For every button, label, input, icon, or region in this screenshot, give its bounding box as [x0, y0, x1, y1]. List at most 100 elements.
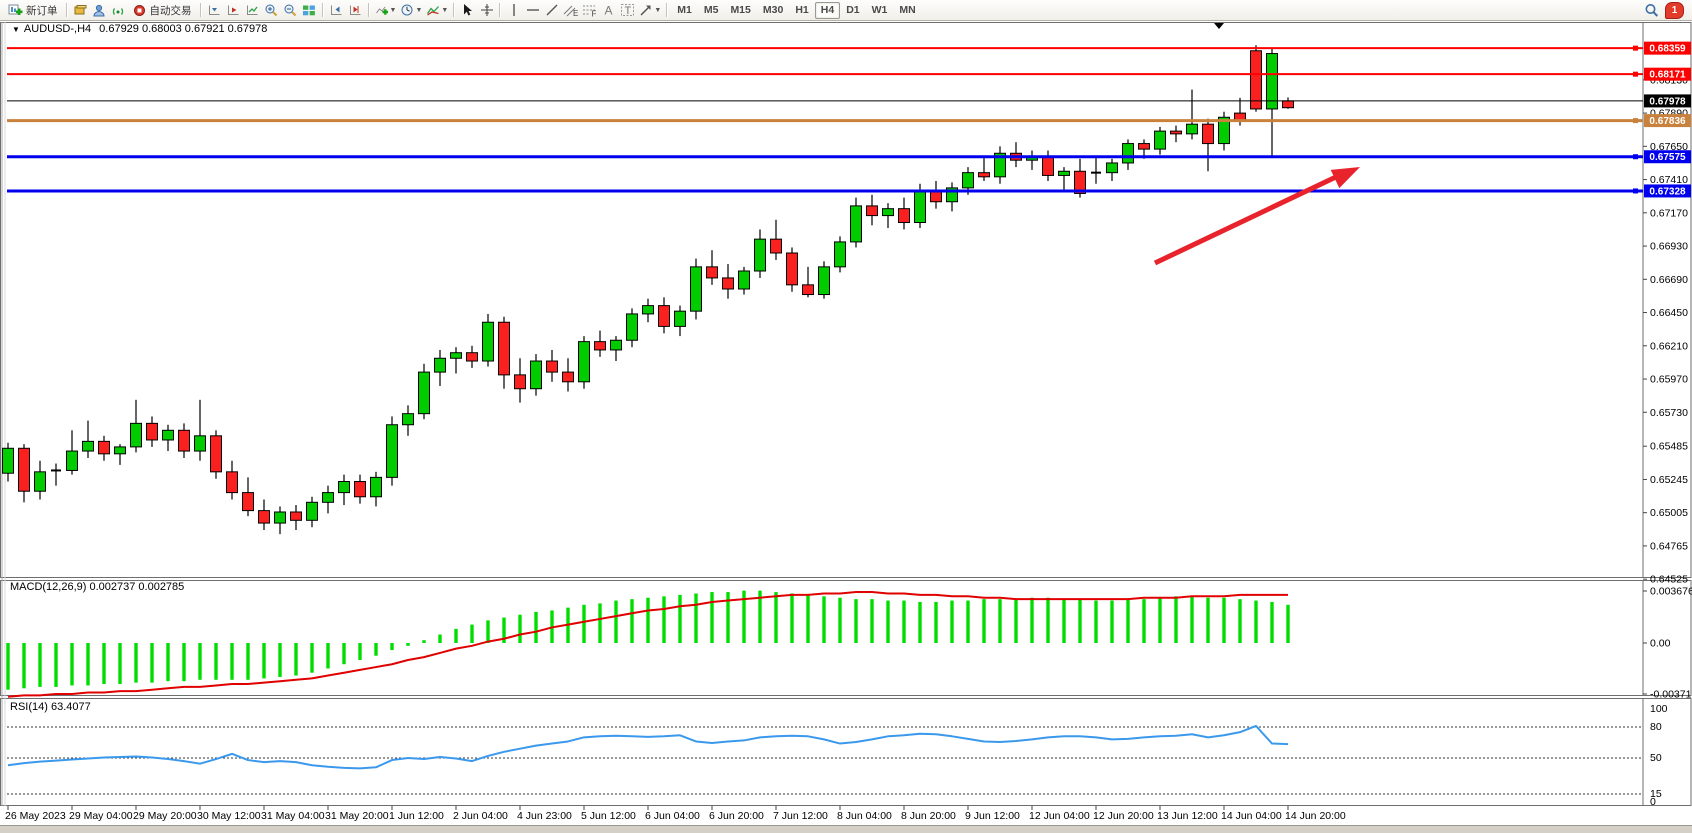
- price-tick-label: 0.67650: [1650, 141, 1688, 153]
- crosshair-tool-button[interactable]: [477, 2, 496, 19]
- price-tick-label: 0.65485: [1650, 441, 1688, 453]
- bear-candle-body: [146, 422, 158, 441]
- bear-candle-body: [1138, 143, 1150, 150]
- rsi-axis-label: 50: [1650, 752, 1662, 764]
- indicators-icon: [375, 6, 388, 15]
- vertical-line-tool-button[interactable]: [504, 2, 523, 19]
- navigator-icon: [350, 5, 361, 15]
- chevron-down-icon: ▼: [415, 6, 423, 14]
- auto-scroll-icon: [228, 5, 239, 15]
- date-label: 8 Jun 20:00: [901, 810, 956, 822]
- chart-shift-button[interactable]: [205, 2, 224, 19]
- tile-windows-button[interactable]: [300, 2, 319, 19]
- bear-candle-body: [1250, 50, 1262, 110]
- hline-handle[interactable]: [1633, 45, 1638, 51]
- timeframe-button-m15[interactable]: M15: [724, 2, 756, 19]
- cursor-tool-button[interactable]: [458, 2, 477, 19]
- bear-candle-body: [562, 371, 574, 383]
- bull-candle-body: [690, 266, 702, 312]
- trend-arrow-head[interactable]: [1330, 167, 1360, 189]
- new-order-button[interactable]: 新订单: [3, 2, 63, 19]
- price-tick-label: 0.67410: [1650, 174, 1688, 186]
- toolbar-separator: [499, 3, 502, 17]
- bear-candle-body: [722, 277, 734, 290]
- bull-candle-body: [818, 266, 830, 296]
- rsi-line: [7, 724, 1289, 770]
- shapes-tool-button[interactable]: ▼: [637, 2, 663, 19]
- channel-tool-button[interactable]: E: [561, 2, 580, 19]
- navigator-button[interactable]: [346, 2, 365, 19]
- macd-axis-label: 0.003676: [1650, 586, 1692, 598]
- bear-candle-body: [978, 172, 990, 178]
- bull-candle-body: [114, 446, 126, 455]
- fibonacci-tool-button[interactable]: F: [580, 2, 599, 19]
- hline-handle[interactable]: [1633, 71, 1638, 77]
- macd-panel: [0, 580, 1692, 696]
- date-label: 5 Jun 12:00: [581, 810, 636, 822]
- price-badge: [1644, 67, 1691, 81]
- chart-autoscroll-button[interactable]: [224, 2, 243, 19]
- chart-canvas[interactable]: 0.681300.678900.676500.674100.671700.669…: [0, 20, 1692, 826]
- bull-candle-body: [338, 481, 350, 494]
- bull-candle-body: [914, 190, 926, 224]
- trend-arrow-shaft[interactable]: [1153, 173, 1340, 266]
- hline-handle[interactable]: [1633, 188, 1638, 194]
- hline-handle[interactable]: [1633, 118, 1638, 124]
- timeframe-button-h4[interactable]: H4: [814, 1, 841, 19]
- date-label: 6 Jun 04:00: [645, 810, 700, 822]
- bull-candle-body: [754, 238, 766, 272]
- timeframe-button-mn[interactable]: MN: [893, 2, 921, 19]
- hline-handle[interactable]: [1633, 154, 1638, 160]
- timeframe-button-w1[interactable]: W1: [866, 2, 894, 19]
- signal-button[interactable]: [109, 2, 128, 19]
- label-tool-button[interactable]: T: [618, 2, 637, 19]
- trendline-tool-button[interactable]: [542, 2, 561, 19]
- date-label: 29 May 04:00: [69, 810, 133, 822]
- indicators-button[interactable]: ▼: [373, 2, 399, 19]
- chart-shift-marker[interactable]: [1214, 23, 1224, 29]
- periods-button[interactable]: ▼: [398, 2, 424, 19]
- signal-icon: [112, 7, 124, 15]
- search-button[interactable]: [1642, 2, 1661, 19]
- data-window-button[interactable]: [327, 2, 346, 19]
- date-label: 31 May 04:00: [261, 810, 325, 822]
- price-tick-label: 0.66690: [1650, 274, 1688, 286]
- collapse-arrow-icon[interactable]: ▼: [12, 25, 20, 34]
- price-badge: [1644, 114, 1691, 128]
- timeframe-button-h1[interactable]: H1: [789, 2, 814, 19]
- bear-candle-body: [898, 208, 910, 224]
- bull-candle-body: [386, 424, 398, 478]
- horizontal-line-tool-button[interactable]: [523, 2, 542, 19]
- toolbar-separator: [666, 3, 669, 17]
- text-icon: A: [605, 4, 613, 18]
- chart-end-button[interactable]: [243, 2, 262, 19]
- zoom-out-button[interactable]: [281, 2, 300, 19]
- new-order-label: 新订单: [26, 4, 58, 17]
- toolbar-separator: [453, 3, 456, 17]
- timeframe-button-m5[interactable]: M5: [698, 2, 725, 19]
- chart-title[interactable]: ▼ AUDUSD-,H4 0.67929 0.68003 0.67921 0.679…: [12, 23, 267, 35]
- market-depth-button[interactable]: [71, 2, 90, 19]
- timeframe-button-m1[interactable]: M1: [671, 2, 698, 19]
- svg-text:F: F: [592, 10, 597, 18]
- rsi-axis-label: 15: [1650, 788, 1662, 800]
- timeframe-button-m30[interactable]: M30: [757, 2, 789, 19]
- bull-candle-body: [1186, 123, 1198, 135]
- new-order-icon: [8, 4, 23, 15]
- date-label: 1 Jun 12:00: [389, 810, 444, 822]
- timeframe-button-d1[interactable]: D1: [840, 2, 865, 19]
- profile-icon: [93, 4, 105, 16]
- bull-candle-body: [946, 187, 958, 203]
- notification-badge[interactable]: 1: [1665, 1, 1684, 19]
- bull-candle-body: [642, 305, 654, 315]
- price-tick-label: 0.66930: [1650, 241, 1688, 253]
- chevron-down-icon: ▼: [654, 6, 662, 14]
- text-tool-button[interactable]: A: [599, 2, 618, 19]
- svg-text:T: T: [625, 5, 632, 17]
- templates-button[interactable]: ▼: [424, 2, 450, 19]
- auto-trading-button[interactable]: 自动交易: [128, 2, 197, 19]
- profile-button[interactable]: [90, 2, 109, 19]
- date-label: 13 Jun 12:00: [1157, 810, 1218, 822]
- bear-candle-body: [770, 238, 782, 254]
- zoom-in-button[interactable]: [262, 2, 281, 19]
